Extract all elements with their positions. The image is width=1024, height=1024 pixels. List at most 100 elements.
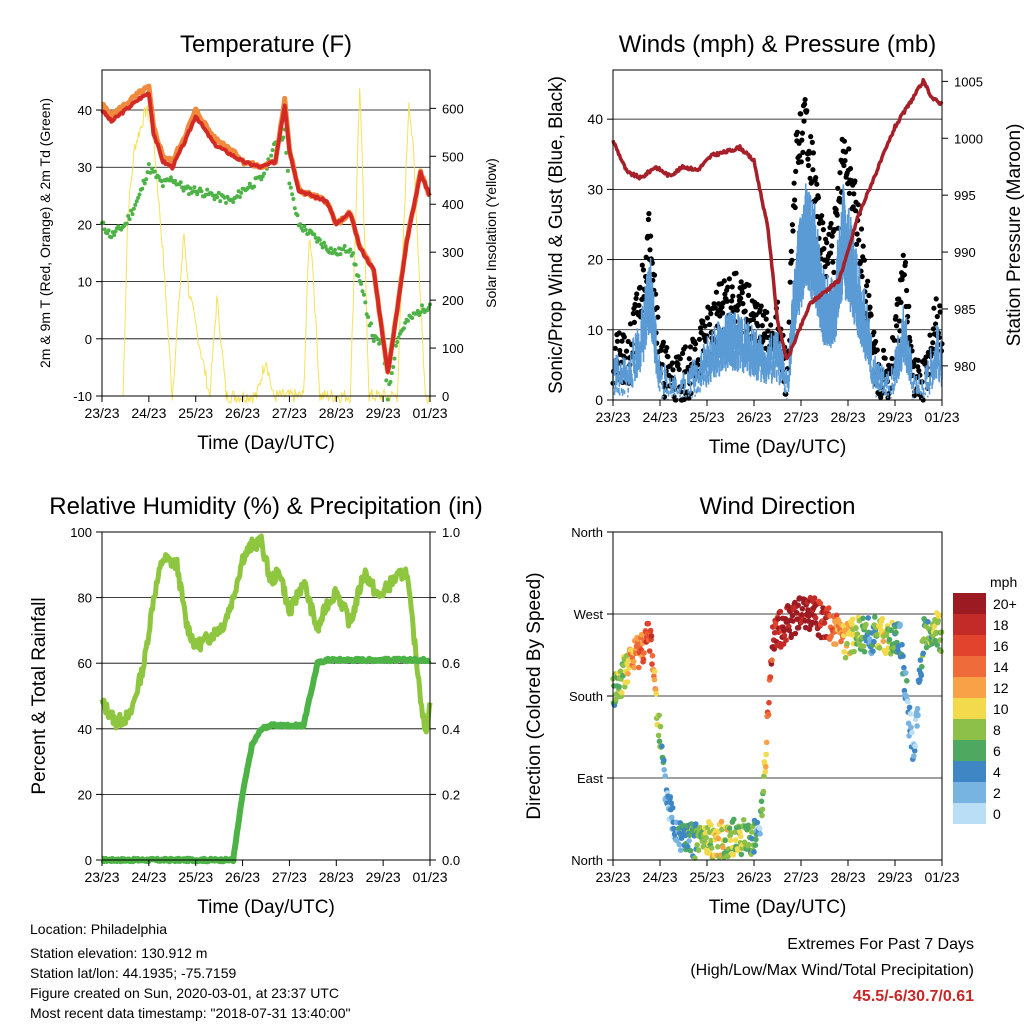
gust-point	[722, 291, 728, 297]
gust-point	[842, 149, 849, 155]
gust-point	[834, 212, 840, 218]
direction-point	[624, 679, 631, 685]
x-tick-label: 28/23	[830, 869, 865, 885]
dewpoint-point	[150, 166, 154, 171]
y-tick-label: 20	[78, 217, 92, 232]
y-tick-label: 40	[587, 111, 603, 127]
gust-point	[789, 222, 796, 228]
direction-point	[833, 641, 839, 647]
direction-point	[661, 767, 667, 773]
dewpoint-point	[142, 181, 147, 186]
gust-point	[825, 260, 831, 266]
gust-point	[870, 345, 877, 351]
gust-point	[708, 330, 714, 336]
dewpoint-point	[389, 371, 394, 376]
legend-label: 0	[993, 806, 1001, 822]
x-tick-label: 26/23	[225, 405, 260, 421]
y-tick-label: South	[569, 689, 603, 704]
dewpoint-point	[418, 310, 423, 315]
direction-point	[842, 654, 849, 661]
footer-location: Location: Philadelphia	[30, 921, 167, 937]
y-right-tick-label: 100	[442, 341, 464, 356]
x-tick-label: 01/23	[412, 405, 447, 421]
dewpoint-point	[348, 247, 353, 252]
dewpoint-point	[140, 186, 145, 191]
gust-point	[828, 220, 834, 227]
direction-point	[844, 640, 850, 647]
gust-point	[636, 302, 642, 308]
dewpoint-point	[113, 229, 118, 234]
dewpoint-point	[199, 189, 204, 194]
gust-point	[702, 323, 708, 329]
direction-point	[821, 620, 828, 626]
gust-point	[871, 329, 877, 335]
gust-point	[758, 303, 764, 309]
gust-point	[792, 197, 798, 203]
direction-point	[876, 645, 883, 651]
direction-point	[909, 729, 915, 736]
gust-point	[631, 319, 638, 325]
direction-point	[907, 711, 914, 717]
x-axis-label: Time (Day/UTC)	[197, 897, 335, 918]
gust-point	[898, 299, 904, 305]
direction-point	[807, 594, 814, 601]
y-tick-label: 40	[78, 103, 92, 118]
direction-point	[720, 844, 726, 851]
direction-point	[731, 829, 738, 835]
direction-point	[646, 648, 653, 654]
dewpoint-point	[215, 195, 220, 200]
dewpoint-point	[292, 206, 297, 211]
gust-point	[719, 304, 725, 310]
y-right-tick-label: 1000	[954, 131, 983, 146]
direction-point	[718, 818, 725, 825]
gust-point	[655, 314, 661, 320]
direction-point	[760, 788, 767, 795]
direction-point	[649, 661, 655, 667]
extremes-title: Extremes For Past 7 Days	[787, 936, 974, 953]
gust-point	[754, 301, 760, 307]
gust-point	[721, 278, 727, 284]
direction-point	[871, 638, 877, 645]
direction-point	[783, 637, 789, 643]
gust-point	[651, 272, 658, 278]
direction-point	[754, 819, 761, 826]
y-tick-label: -10	[73, 389, 92, 404]
dewpoint-point	[156, 175, 161, 179]
direction-point	[817, 600, 824, 607]
gust-point	[647, 247, 653, 253]
legend-label: 14	[993, 659, 1009, 675]
gust-point	[889, 355, 895, 362]
dewpoint-point	[126, 214, 131, 218]
dewpoint-point	[102, 227, 107, 232]
gust-point	[621, 334, 627, 340]
direction-point	[702, 830, 709, 837]
direction-point	[762, 768, 769, 775]
footer-latlon: Station lat/lon: 44.1935; -75.7159	[30, 965, 237, 981]
dewpoint-point	[353, 262, 358, 267]
legend-swatch	[953, 803, 986, 824]
direction-point	[766, 699, 772, 706]
legend-swatch	[953, 656, 986, 677]
direction-point	[763, 764, 769, 770]
x-tick-label: 26/23	[736, 409, 771, 425]
dewpoint-point	[406, 318, 410, 323]
dewpoint-point	[180, 185, 185, 190]
y-right-tick-label: 0.8	[442, 591, 460, 606]
gust-point	[841, 138, 848, 144]
y-right-tick-label: 995	[954, 188, 976, 203]
direction-point	[765, 711, 772, 718]
direction-point	[775, 616, 781, 622]
y-tick-label: 20	[587, 252, 603, 268]
direction-point	[860, 643, 867, 649]
y-axis-label: Direction (Colored By Speed)	[524, 572, 545, 819]
gust-point	[933, 296, 939, 302]
legend-label: 18	[993, 617, 1009, 633]
gust-point	[627, 321, 634, 327]
dewpoint-point	[302, 224, 307, 229]
gust-point	[867, 304, 873, 310]
dewpoint-point	[317, 237, 322, 242]
gust-point	[906, 303, 912, 309]
dewpoint-point	[124, 221, 129, 226]
dewpoint-point	[269, 153, 274, 158]
gust-point	[931, 305, 937, 311]
